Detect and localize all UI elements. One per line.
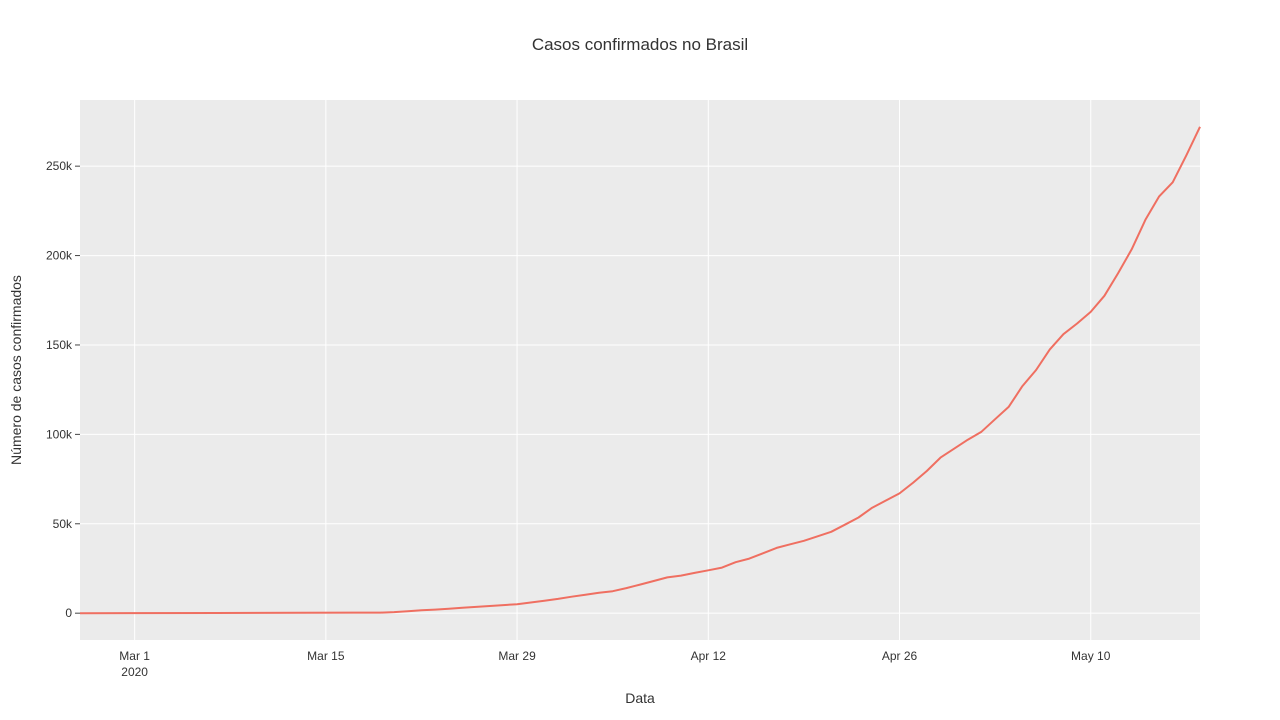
series-line [79,126,1201,615]
y-tick-label: 200k [46,249,73,263]
x-axis-title: Data [625,690,655,706]
x-tick-label: Mar 1 [119,649,150,663]
x-tick-year-label: 2020 [121,665,148,679]
y-tick-label: 150k [46,338,73,352]
chart-title: Casos confirmados no Brasil [532,35,748,54]
y-axis-title: Número de casos confirmados [8,275,24,465]
x-tick-label: Mar 15 [307,649,345,663]
y-tick-label: 0 [65,606,72,620]
y-tick-label: 100k [46,427,73,441]
plot-area [80,100,1200,640]
x-tick-label: Apr 26 [882,649,918,663]
x-axis: Mar 1 2020 Mar 15 Mar 29 Apr 12 Apr 26 May 10 [119,649,1110,679]
line-layer [79,126,1201,615]
x-tick-label: Mar 29 [498,649,536,663]
x-tick-label: Apr 12 [691,649,727,663]
x-tick-label: May 10 [1071,649,1111,663]
y-axis: 0 50k 100k 150k 200k 250k [46,159,80,620]
y-tick-label: 50k [53,517,73,531]
y-tick-label: 250k [46,159,73,173]
